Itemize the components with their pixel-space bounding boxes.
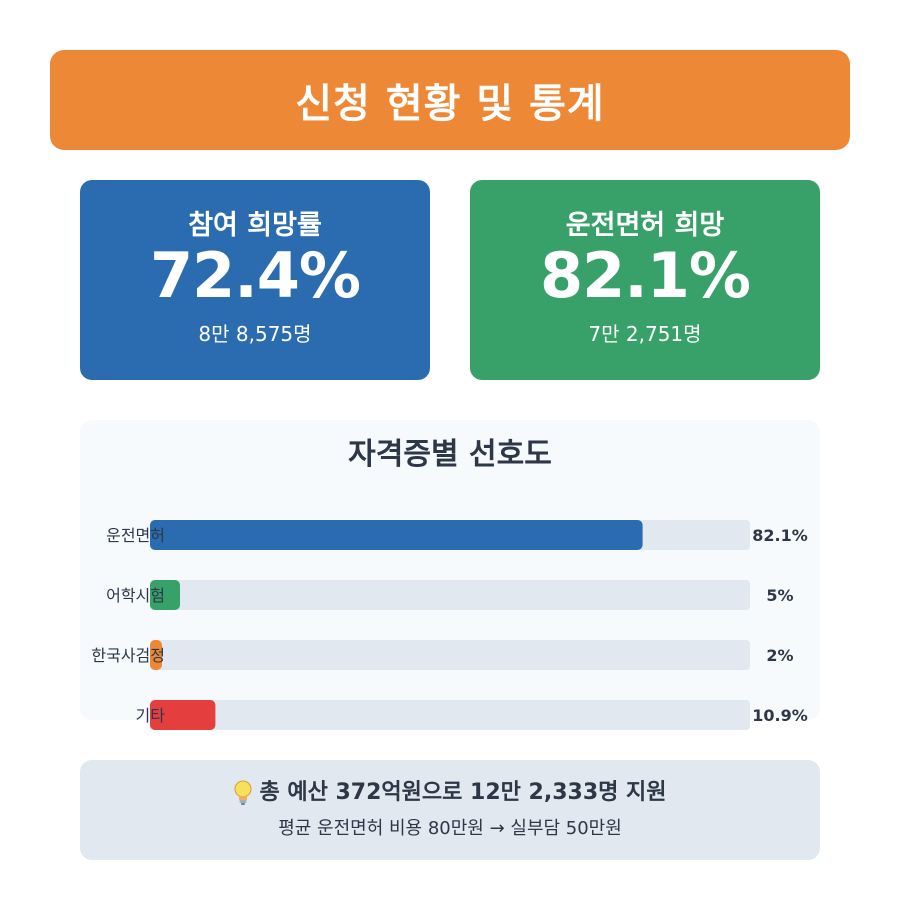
category-label: 기타 [136,706,166,725]
bar [150,520,643,550]
category-label: 한국사검정 [91,646,165,665]
stat-card-driver-license: 운전면허 희망 82.1% 7만 2,751명 [470,180,820,380]
chart-title: 자격증별 선호도 [348,437,552,472]
bar [150,640,162,670]
bar-track [150,580,750,610]
page-title: 신청 현황 및 통계 [295,81,605,127]
stat-card-participation: 참여 희망률 72.4% 8만 8,575명 [80,180,430,380]
stat-card-count: 7만 2,751명 [588,322,702,346]
lightbulb-icon [234,780,252,805]
summary-headline: 총 예산 372억원으로 12만 2,333명 지원 [80,776,820,810]
summary-line1: 총 예산 372억원으로 12만 2,333명 지원 [259,780,667,805]
stat-card-label: 운전면허 희망 [565,210,725,241]
category-label: 어학시험 [106,586,165,605]
stat-card-value: 82.1% [539,239,751,312]
value-label: 2% [766,646,793,665]
bar-track [150,700,750,730]
value-label: 82.1% [752,526,808,545]
category-label: 운전면허 [106,526,165,545]
summary-box: 총 예산 372억원으로 12만 2,333명 지원 평균 운전면허 비용 80… [80,760,820,860]
stat-card-value: 72.4% [149,239,361,312]
stat-card-label: 참여 희망률 [188,210,322,241]
header-banner: 신청 현황 및 통계 [50,50,850,150]
value-label: 10.9% [752,706,808,725]
value-label: 5% [766,586,793,605]
summary-line2: 평균 운전면허 비용 80만원 → 실부담 50만원 [278,818,622,839]
bar-track [150,640,750,670]
stat-card-count: 8만 8,575명 [198,322,312,346]
bar [150,580,180,610]
bar [150,700,216,730]
